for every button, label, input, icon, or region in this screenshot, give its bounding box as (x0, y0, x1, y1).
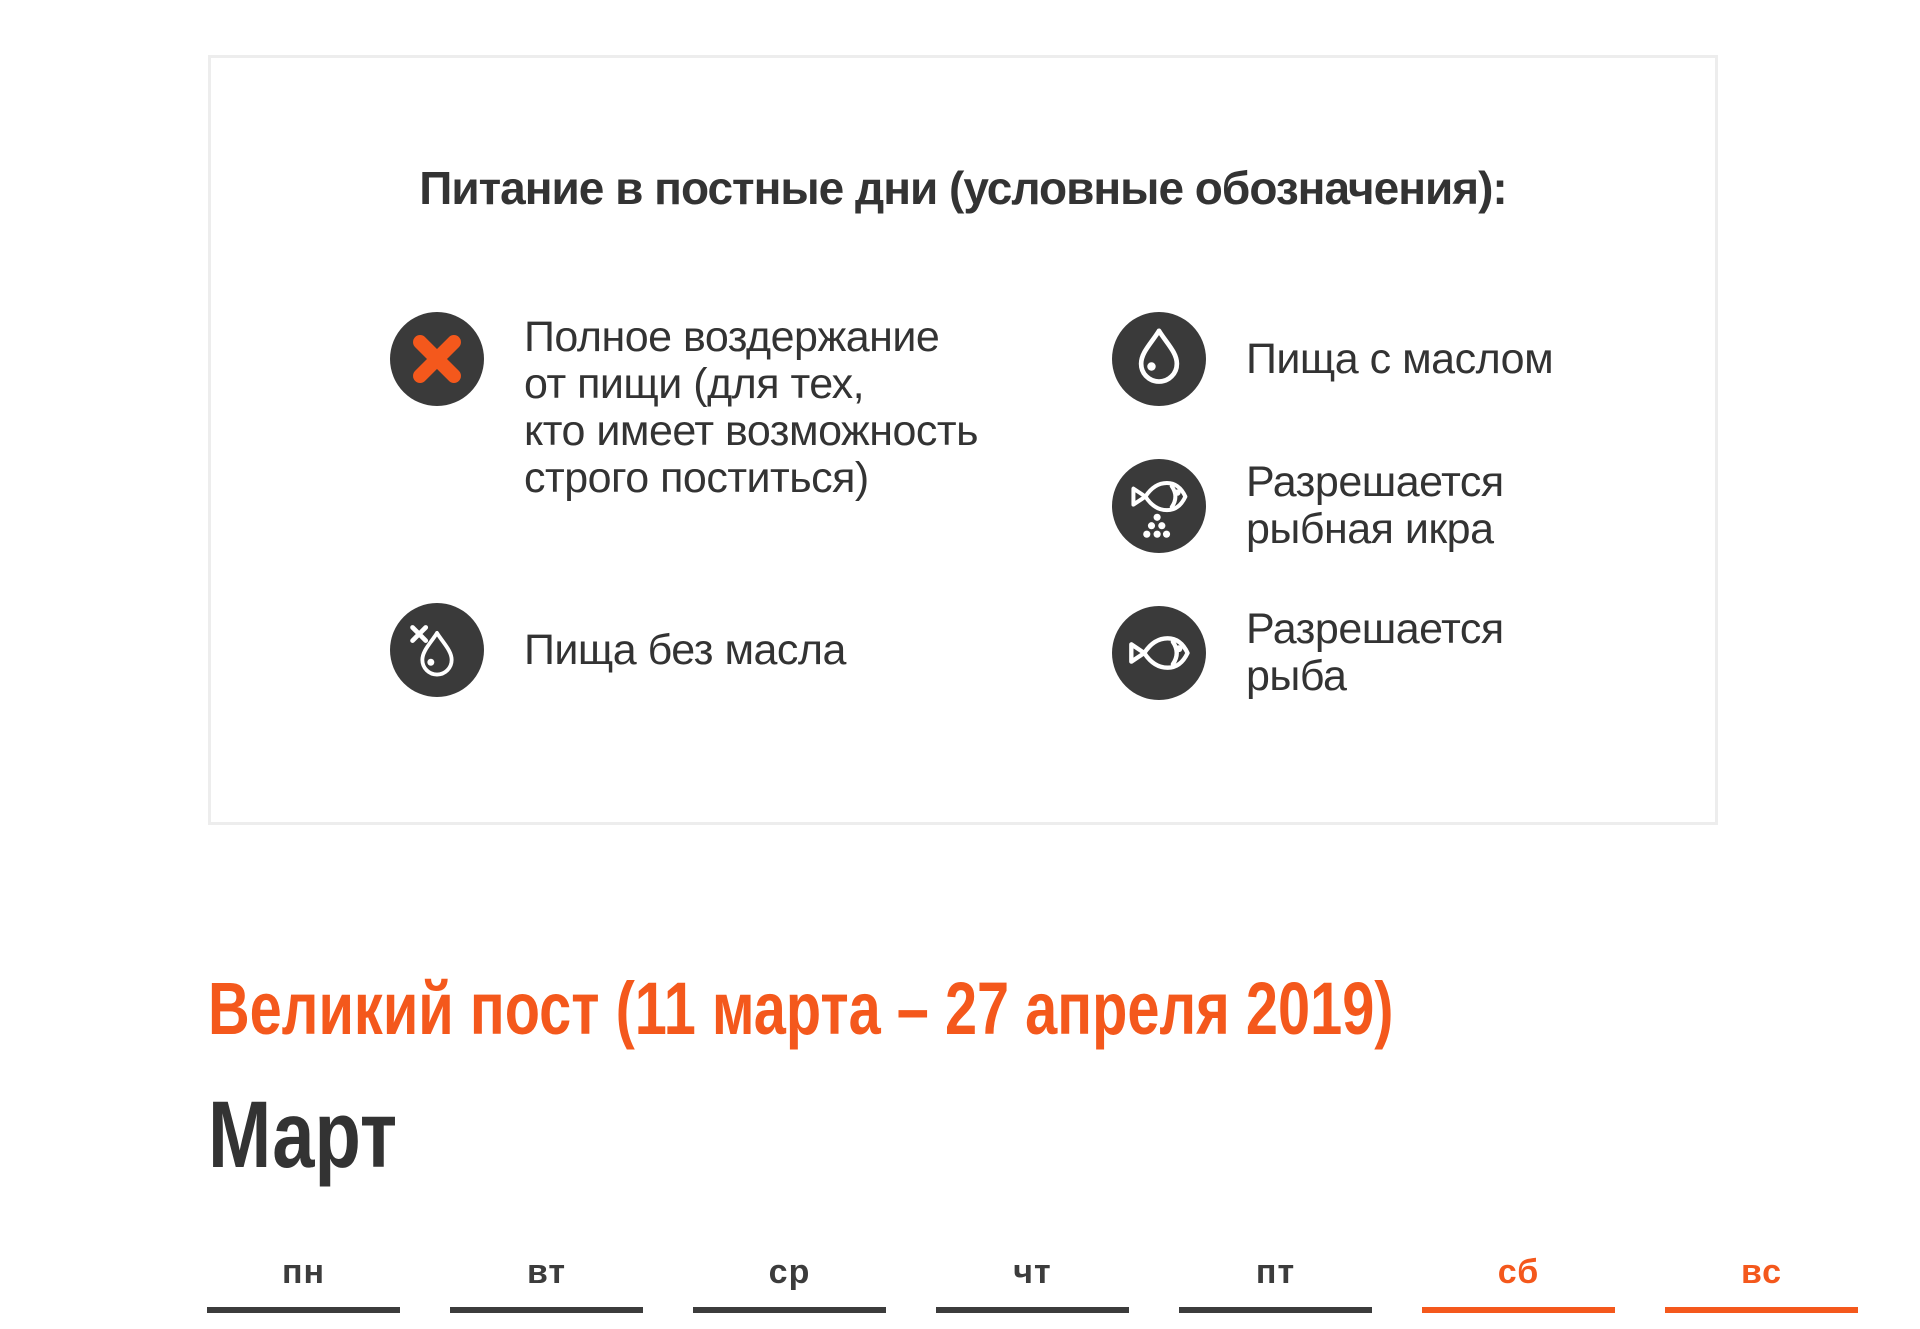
weekday-underline (693, 1307, 886, 1313)
legend-item-oil: Пища с маслом (1112, 312, 1554, 406)
weekday-underline (936, 1307, 1129, 1313)
oil-icon (1112, 312, 1206, 406)
legend-title: Питание в постные дни (условные обозначе… (419, 162, 1507, 214)
weekday-label: чт (1013, 1253, 1052, 1291)
weekday-underline (1179, 1307, 1372, 1313)
weekday-col-thu: чт (936, 1255, 1129, 1313)
weekday-underline (207, 1307, 400, 1313)
legend-item-no-oil: Пища без масла (390, 603, 846, 697)
weekday-underline (1665, 1307, 1858, 1313)
weekday-underline (1422, 1307, 1615, 1313)
weekday-underline (450, 1307, 643, 1313)
month-title: Март (208, 1082, 398, 1188)
weekday-col-fri: пт (1179, 1255, 1372, 1313)
weekday-label: пн (281, 1253, 326, 1291)
weekday-label: пт (1255, 1253, 1296, 1291)
legend-item-label: Разрешается рыбная икра (1246, 458, 1504, 553)
legend-item-no-food: Полное воздержание от пищи (для тех, кто… (390, 312, 979, 502)
no-oil-icon (390, 603, 484, 697)
weekday-label: вс (1741, 1253, 1782, 1291)
weekday-col-sat: сб (1422, 1255, 1615, 1313)
weekday-label: ср (768, 1253, 811, 1291)
weekday-label: сб (1497, 1253, 1540, 1291)
legend-item-label: Пища без масла (524, 625, 846, 674)
legend-box (208, 55, 1718, 825)
legend-item-fish-roe: Разрешается рыбная икра (1112, 459, 1504, 553)
legend-item-label: Полное воздержание от пищи (для тех, кто… (524, 313, 979, 502)
legend-item-label: Пища с маслом (1246, 334, 1554, 383)
fish-icon (1112, 606, 1206, 700)
no-food-icon (390, 312, 484, 406)
fish-roe-icon (1112, 459, 1206, 553)
weekday-col-sun: вс (1665, 1255, 1858, 1313)
weekday-col-wed: ср (693, 1255, 886, 1313)
legend-item-fish: Разрешается рыба (1112, 606, 1504, 700)
weekday-col-mon: пн (207, 1255, 400, 1313)
weekday-label: вт (526, 1253, 567, 1291)
weekday-col-tue: вт (450, 1255, 643, 1313)
legend-item-label: Разрешается рыба (1246, 605, 1504, 700)
section-title: Великий пост (11 марта – 27 апреля 2019) (208, 967, 1394, 1050)
